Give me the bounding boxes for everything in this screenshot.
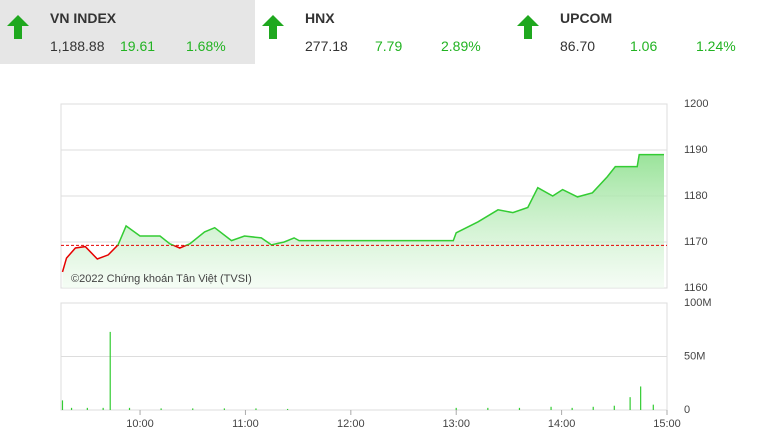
volume-bar bbox=[640, 386, 642, 410]
y-tick-label: 1200 bbox=[684, 98, 708, 110]
y-tick-label: 50M bbox=[684, 350, 705, 362]
watermark: ©2022 Chứng khoán Tân Việt (TVSI) bbox=[71, 273, 252, 285]
index-change: 7.79 bbox=[375, 38, 403, 54]
volume-bar bbox=[109, 331, 111, 410]
volume-bar bbox=[487, 407, 489, 410]
x-tick-label: 14:00 bbox=[548, 418, 576, 430]
x-tick-label: 12:00 bbox=[337, 418, 365, 430]
index-percent: 2.89% bbox=[441, 38, 481, 54]
volume-bar bbox=[286, 408, 289, 410]
index-change: 1.06 bbox=[630, 38, 658, 54]
volume-bar bbox=[70, 407, 73, 410]
volume-bar bbox=[160, 408, 162, 410]
volume-bar bbox=[629, 397, 631, 410]
price-line-up bbox=[116, 153, 664, 246]
volume-bar bbox=[571, 407, 573, 410]
volume-bar bbox=[455, 407, 457, 410]
volume-bar bbox=[652, 404, 654, 410]
index-name: UPCOM bbox=[560, 10, 613, 26]
index-percent: 1.24% bbox=[696, 38, 736, 54]
volume-bar bbox=[550, 406, 552, 410]
index-value: 1,188.88 bbox=[50, 38, 105, 54]
volume-bar bbox=[61, 400, 64, 410]
x-tick-label: 15:00 bbox=[653, 418, 681, 430]
volume-bar bbox=[192, 408, 194, 410]
volume-bar bbox=[223, 408, 225, 410]
up-arrow bbox=[262, 15, 284, 39]
y-tick-label: 1170 bbox=[684, 236, 708, 248]
x-tick-label: 10:00 bbox=[126, 418, 154, 430]
index-bar: VN INDEX 1,188.88 19.61 1.68% HNX 277.18 7.79 2… bbox=[0, 0, 766, 64]
index-panel: VN INDEX 1,188.88 19.61 1.68% bbox=[0, 0, 255, 64]
price-area bbox=[62, 154, 665, 288]
volume-bar bbox=[255, 408, 257, 410]
volume-bar bbox=[86, 407, 88, 410]
index-value: 277.18 bbox=[305, 38, 348, 54]
volume-bar bbox=[102, 407, 104, 410]
index-panel: UPCOM 86.70 1.06 1.24% bbox=[510, 0, 765, 64]
y-tick-label: 1180 bbox=[684, 190, 708, 202]
up-arrow bbox=[7, 15, 29, 39]
y-tick-label: 0 bbox=[684, 404, 690, 416]
up-arrow bbox=[517, 15, 539, 39]
y-tick-label: 1190 bbox=[684, 144, 708, 156]
y-tick-label: 1160 bbox=[684, 282, 708, 294]
volume-bar bbox=[518, 407, 521, 410]
x-tick-label: 11:00 bbox=[232, 418, 259, 430]
volume-bar bbox=[592, 406, 594, 410]
index-name: HNX bbox=[305, 10, 335, 26]
index-percent: 1.68% bbox=[186, 38, 226, 54]
x-tick-label: 13:00 bbox=[442, 418, 470, 430]
index-value: 86.70 bbox=[560, 38, 596, 54]
volume-bar bbox=[613, 405, 615, 410]
index-change: 19.61 bbox=[120, 38, 156, 54]
index-panel: HNX 277.18 7.79 2.89% bbox=[255, 0, 510, 64]
volume-bar bbox=[128, 407, 131, 410]
chart: 1160 1170 1180 1190 1200 0 50M 100M 10:00 11:00 12… bbox=[60, 98, 712, 430]
y-tick-label: 100M bbox=[684, 297, 712, 309]
index-name: VN INDEX bbox=[50, 10, 117, 26]
